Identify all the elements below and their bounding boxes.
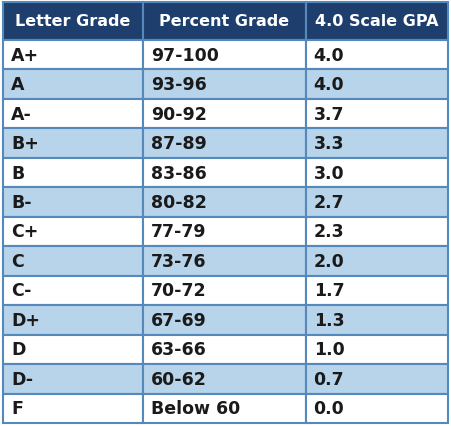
Bar	[143, 247, 306, 276]
Text: F: F	[11, 399, 23, 417]
Text: 0.0: 0.0	[313, 399, 345, 417]
Bar	[3, 276, 143, 305]
Text: 60-62: 60-62	[151, 370, 207, 388]
Bar	[3, 247, 143, 276]
Text: 80-82: 80-82	[151, 193, 207, 212]
Text: 1.0: 1.0	[313, 340, 345, 359]
Bar	[306, 158, 448, 188]
Bar	[306, 335, 448, 364]
Text: 4.0: 4.0	[313, 46, 344, 65]
Text: 67-69: 67-69	[151, 311, 207, 329]
Bar	[143, 335, 306, 364]
Bar	[143, 100, 306, 129]
Text: 2.7: 2.7	[313, 193, 344, 212]
Bar	[3, 41, 143, 70]
Bar	[3, 158, 143, 188]
Text: 63-66: 63-66	[151, 340, 207, 359]
Text: D-: D-	[11, 370, 33, 388]
Bar	[3, 3, 143, 41]
Bar	[143, 364, 306, 394]
Text: 4.0: 4.0	[313, 76, 344, 94]
Text: 1.7: 1.7	[313, 282, 344, 300]
Bar	[3, 394, 143, 423]
Bar	[143, 305, 306, 335]
Text: A+: A+	[11, 46, 39, 65]
Bar	[3, 100, 143, 129]
Text: 2.0: 2.0	[313, 252, 345, 271]
Bar	[306, 364, 448, 394]
Bar	[3, 70, 143, 100]
Text: B+: B+	[11, 135, 39, 153]
Text: 3.7: 3.7	[313, 105, 344, 124]
Bar	[143, 188, 306, 217]
Bar	[306, 70, 448, 100]
Bar	[306, 247, 448, 276]
Bar	[306, 129, 448, 158]
Bar	[143, 70, 306, 100]
Bar	[143, 276, 306, 305]
Bar	[143, 158, 306, 188]
Bar	[143, 394, 306, 423]
Text: 3.3: 3.3	[313, 135, 344, 153]
Bar	[3, 335, 143, 364]
Text: 83-86: 83-86	[151, 164, 207, 182]
Bar	[143, 217, 306, 247]
Text: B-: B-	[11, 193, 32, 212]
Text: 4.0 Scale GPA: 4.0 Scale GPA	[315, 14, 438, 29]
Bar	[306, 188, 448, 217]
Text: Below 60: Below 60	[151, 399, 240, 417]
Text: Percent Grade: Percent Grade	[159, 14, 290, 29]
Text: 87-89: 87-89	[151, 135, 207, 153]
Text: 70-72: 70-72	[151, 282, 207, 300]
Bar	[306, 276, 448, 305]
Bar	[3, 129, 143, 158]
Text: 93-96: 93-96	[151, 76, 207, 94]
Text: 3.0: 3.0	[313, 164, 344, 182]
Text: D: D	[11, 340, 25, 359]
Text: 1.3: 1.3	[313, 311, 344, 329]
Bar	[306, 217, 448, 247]
Text: C-: C-	[11, 282, 32, 300]
Bar	[306, 41, 448, 70]
Bar	[306, 394, 448, 423]
Bar	[306, 305, 448, 335]
Text: C: C	[11, 252, 24, 271]
Text: C+: C+	[11, 223, 38, 241]
Bar	[3, 305, 143, 335]
Text: 97-100: 97-100	[151, 46, 219, 65]
Text: 73-76: 73-76	[151, 252, 207, 271]
Text: 0.7: 0.7	[313, 370, 344, 388]
Bar	[306, 100, 448, 129]
Text: D+: D+	[11, 311, 40, 329]
Bar	[143, 3, 306, 41]
Text: 77-79: 77-79	[151, 223, 207, 241]
Text: Letter Grade: Letter Grade	[15, 14, 131, 29]
Text: 90-92: 90-92	[151, 105, 207, 124]
Text: B: B	[11, 164, 24, 182]
Bar	[306, 3, 448, 41]
Bar	[3, 364, 143, 394]
Bar	[3, 217, 143, 247]
Text: A: A	[11, 76, 24, 94]
Bar	[143, 129, 306, 158]
Text: A-: A-	[11, 105, 32, 124]
Text: 2.3: 2.3	[313, 223, 344, 241]
Bar	[143, 41, 306, 70]
Bar	[3, 188, 143, 217]
